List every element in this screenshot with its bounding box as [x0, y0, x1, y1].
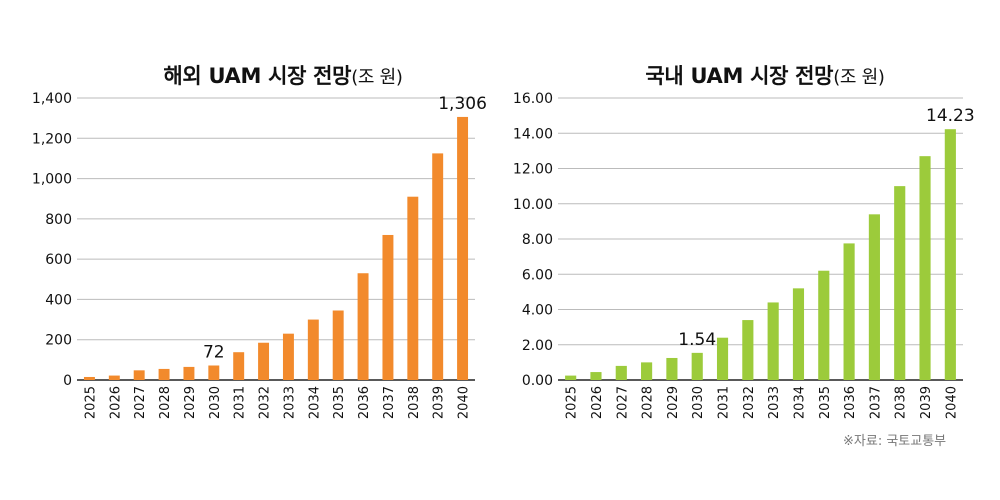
right-bar-2032 [742, 320, 754, 380]
source-note: ※자료: 국토교통부 [843, 434, 947, 449]
right-bar-2027 [615, 365, 627, 380]
right-bar-2037 [868, 214, 880, 380]
left-ytick-label: 200 [45, 333, 72, 349]
right-xtick-label: 2028 [641, 386, 656, 419]
left-ytick-label: 1,000 [32, 172, 72, 188]
left-data-label-2030: 72 [203, 342, 225, 362]
left-bar-2040 [457, 116, 469, 380]
left-bar-2027 [133, 370, 145, 380]
right-xtick-label: 2029 [666, 386, 681, 419]
right-xtick-label: 2033 [767, 386, 782, 419]
right-bar-2035 [818, 270, 830, 380]
left-xtick-label: 2035 [332, 386, 347, 419]
right-ytick-label: 12.00 [513, 162, 553, 178]
right-xtick-label: 2040 [944, 386, 959, 419]
left-ytick-label: 1,200 [32, 131, 72, 147]
right-bar-2031 [716, 337, 729, 380]
left-xtick-label: 2040 [457, 386, 472, 419]
left-ytick-label: 400 [45, 292, 72, 308]
left-xtick-label: 2027 [133, 386, 148, 419]
left-xtick-label: 2034 [307, 386, 322, 419]
left-data-label-2040: 1,306 [438, 94, 487, 114]
right-bar-2030 [691, 352, 703, 380]
left-bar-2036 [357, 273, 369, 380]
right-bar-2038 [894, 186, 906, 380]
left-bar-2035 [332, 310, 344, 380]
right-xtick-label: 2037 [868, 386, 883, 419]
left-bar-2032 [258, 342, 270, 380]
left-bar-2029 [183, 366, 195, 380]
right-ytick-label: 0.00 [522, 373, 553, 389]
right-xtick-label: 2032 [742, 386, 757, 419]
right-bar-2034 [792, 288, 805, 380]
left-bar-2031 [233, 352, 245, 380]
left-xtick-label: 2030 [208, 386, 223, 419]
left-xtick-label: 2031 [233, 386, 248, 419]
left-ytick-label: 0 [63, 373, 72, 389]
left-bar-2038 [407, 196, 419, 380]
right-xtick-label: 2035 [818, 386, 833, 419]
left-bar-2034 [307, 319, 319, 380]
left-xtick-label: 2026 [108, 386, 123, 419]
right-data-label-2040: 14.23 [926, 106, 975, 126]
right-bar-2036 [843, 243, 855, 380]
left-ytick-label: 600 [45, 252, 72, 268]
right-ytick-label: 4.00 [522, 303, 553, 319]
left-ytick-label: 1,400 [32, 91, 72, 107]
right-chart-title-main: 국내 UAM 시장 전망 [645, 64, 834, 88]
left-bar-2037 [382, 234, 394, 380]
left-xtick-label: 2037 [382, 386, 397, 419]
left-bar-2026 [108, 375, 120, 380]
left-bar-2030 [208, 365, 220, 380]
right-bar-2033 [767, 302, 779, 380]
left-bar-2039 [432, 153, 444, 380]
left-ytick-label: 800 [45, 212, 72, 228]
left-chart-title-main: 해외 UAM 시장 전망 [163, 64, 352, 88]
left-xtick-label: 2039 [432, 386, 447, 419]
right-xtick-label: 2038 [894, 386, 909, 419]
right-chart-title: 국내 UAM 시장 전망(조 원) [610, 60, 920, 90]
right-xtick-label: 2036 [843, 386, 858, 419]
left-xtick-label: 2029 [183, 386, 198, 419]
right-bar-2039 [919, 156, 931, 380]
right-xtick-label: 2025 [565, 386, 580, 419]
right-xtick-label: 2030 [691, 386, 706, 419]
left-xtick-label: 2032 [258, 386, 273, 419]
right-bar-2040 [944, 129, 956, 380]
right-xtick-label: 2039 [919, 386, 934, 419]
right-ytick-label: 6.00 [522, 267, 553, 283]
left-xtick-label: 2036 [357, 386, 372, 419]
right-xtick-label: 2027 [615, 386, 630, 419]
left-chart-title-unit: (조 원) [351, 67, 403, 88]
right-ytick-label: 14.00 [513, 126, 553, 142]
right-xtick-label: 2034 [792, 386, 807, 419]
right-ytick-label: 2.00 [522, 338, 553, 354]
left-bar-2028 [158, 368, 170, 380]
right-bar-2028 [641, 362, 653, 380]
left-bar-2025 [83, 376, 95, 380]
right-bar-2026 [590, 372, 602, 380]
left-xtick-label: 2025 [83, 386, 98, 419]
right-ytick-label: 16.00 [513, 91, 553, 107]
left-xtick-label: 2033 [282, 386, 297, 419]
right-xtick-label: 2026 [590, 386, 605, 419]
right-ytick-label: 10.00 [513, 197, 553, 213]
right-chart-title-unit: (조 원) [833, 67, 885, 88]
left-chart-title: 해외 UAM 시장 전망(조 원) [128, 60, 438, 90]
right-xtick-label: 2031 [717, 386, 732, 419]
right-bar-2025 [565, 375, 577, 380]
right-bar-2029 [666, 357, 678, 380]
right-data-label-2030: 1.54 [678, 330, 716, 350]
left-xtick-label: 2038 [407, 386, 422, 419]
left-bar-2033 [282, 333, 294, 380]
left-xtick-label: 2028 [158, 386, 173, 419]
right-ytick-label: 8.00 [522, 232, 553, 248]
